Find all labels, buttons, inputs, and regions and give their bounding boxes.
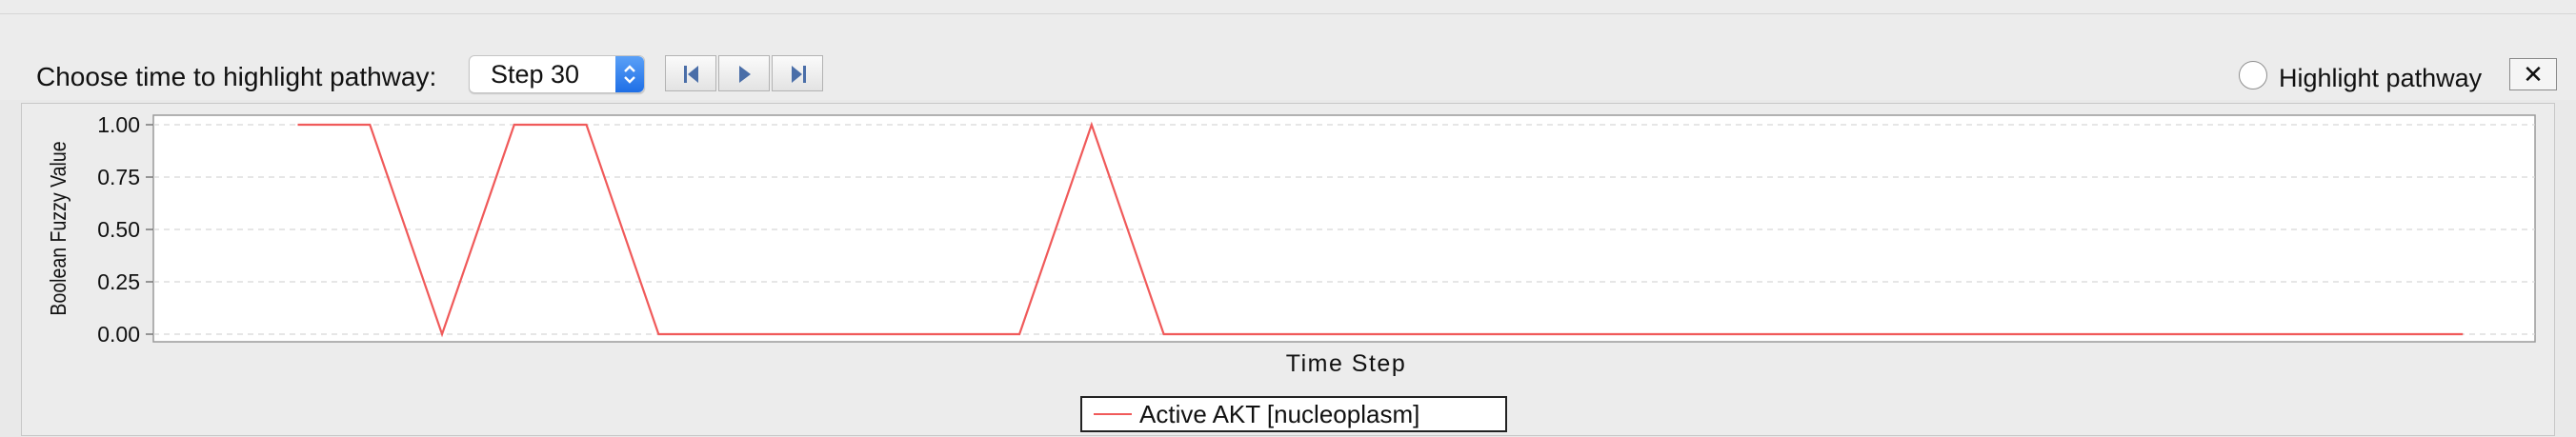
y-tick-label: 0.50 <box>97 217 140 242</box>
step-select-value: Step 30 <box>491 60 580 89</box>
chart-panel: 0.00 0.25 0.50 0.75 1.00 Time Step Boolean F… <box>21 103 2555 436</box>
y-tick-label: 0.75 <box>97 165 140 189</box>
close-icon: ✕ <box>2523 60 2544 89</box>
play-icon <box>739 66 751 83</box>
skip-forward-icon <box>792 66 806 83</box>
series-lines <box>297 121 2464 338</box>
series-line <box>297 121 2464 338</box>
highlight-pathway-label: Highlight pathway <box>2279 64 2483 92</box>
window-top-edge <box>0 0 2576 14</box>
y-tick-label: 1.00 <box>97 112 140 137</box>
y-axis-label: Boolean Fuzzy Value <box>47 141 71 315</box>
line-chart: 0.00 0.25 0.50 0.75 1.00 Time Step Boolean F… <box>47 112 2536 377</box>
updown-arrows-icon <box>615 56 644 92</box>
close-button[interactable]: ✕ <box>2509 58 2557 90</box>
y-tick-label: 0.00 <box>97 322 140 347</box>
y-ticks: 0.00 0.25 0.50 0.75 1.00 <box>97 112 153 347</box>
plot-area <box>152 114 2536 343</box>
highlight-pathway-radio[interactable] <box>2239 61 2267 89</box>
y-tick-label: 0.25 <box>97 269 140 294</box>
legend-entry: Active AKT [nucleoplasm] <box>1139 400 1420 428</box>
first-step-button[interactable] <box>665 55 716 91</box>
toolbar: Choose time to highlight pathway: Step 3… <box>0 14 2576 100</box>
play-button[interactable] <box>718 55 770 91</box>
choose-time-label: Choose time to highlight pathway: <box>36 62 437 91</box>
skip-back-icon <box>684 66 698 83</box>
x-axis-label: Time Step <box>1286 350 1407 377</box>
legend: Active AKT [nucleoplasm] <box>1080 396 1507 432</box>
step-select[interactable]: Step 30 <box>469 55 645 93</box>
legend-swatch <box>1094 413 1132 415</box>
last-step-button[interactable] <box>772 55 823 91</box>
